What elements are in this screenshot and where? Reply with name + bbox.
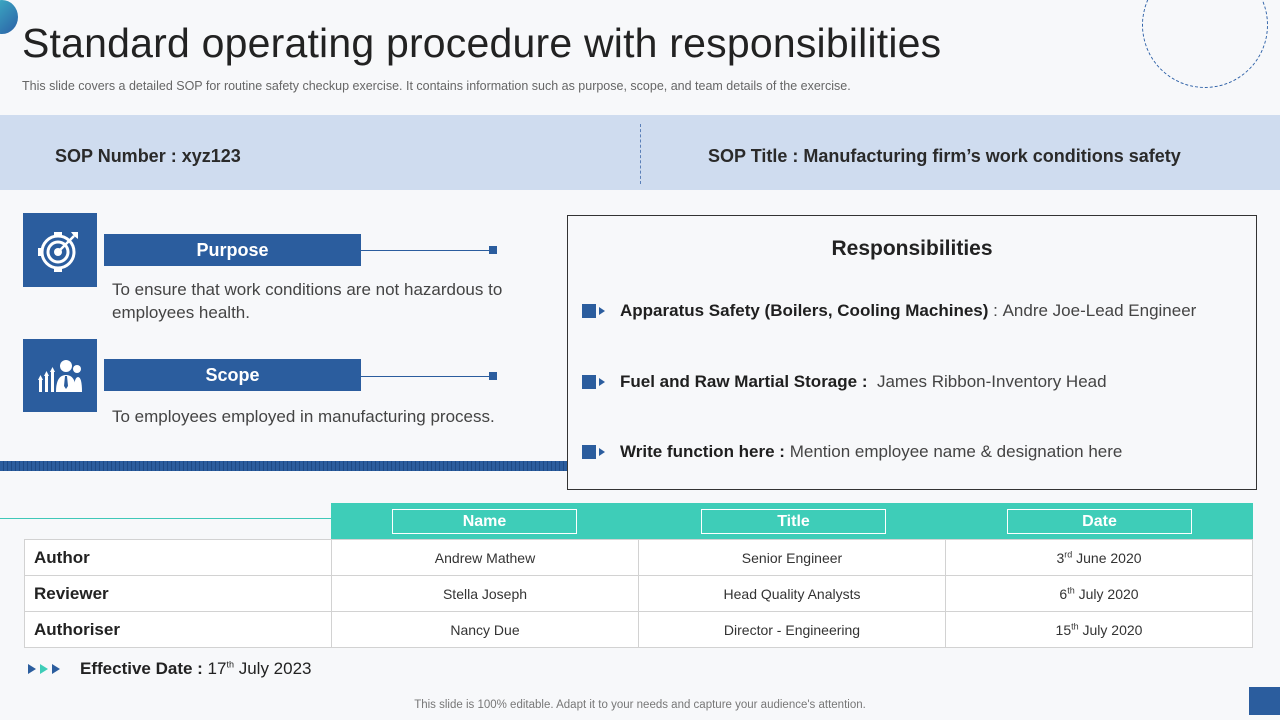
purpose-description: To ensure that work conditions are not h… — [112, 280, 503, 322]
responsibility-separator: : — [988, 301, 1003, 320]
bullet-square-icon — [582, 445, 596, 459]
target-icon — [23, 213, 97, 287]
date-suffix: th — [1071, 620, 1079, 631]
row-role: Authoriser — [24, 611, 332, 648]
cell-date: 15th July 2020 — [945, 611, 1253, 648]
arrow-icon — [52, 664, 60, 674]
corner-decoration-dot — [0, 0, 18, 34]
page-subtitle: This slide covers a detailed SOP for rou… — [22, 79, 851, 93]
responsibility-item: Fuel and Raw Martial Storage : James Rib… — [582, 372, 1107, 392]
bullet-arrow-icon — [599, 307, 605, 315]
responsibility-function: Apparatus Safety (Boilers, Cooling Machi… — [620, 301, 989, 320]
effective-date-suffix: th — [226, 659, 234, 670]
effective-date-label: Effective Date : — [80, 659, 203, 678]
effective-date-rest: July 2023 — [233, 659, 312, 678]
dashed-circle-decoration — [1142, 0, 1268, 88]
date-suffix: rd — [1064, 548, 1073, 559]
cell-title: Director - Engineering — [638, 611, 946, 648]
responsibility-person: James Ribbon-Inventory Head — [876, 372, 1107, 391]
row-role: Author — [24, 539, 332, 576]
sop-title: SOP Title : Manufacturing firm’s work co… — [708, 146, 1181, 166]
approvals-table-header: Name Title Date — [331, 503, 1253, 539]
date-day: 15 — [1055, 621, 1072, 638]
cell-date: 3rd June 2020 — [945, 539, 1253, 576]
team-growth-icon — [23, 339, 97, 412]
approvals-table: Author Andrew Mathew Senior Engineer 3rd… — [24, 539, 1253, 648]
date-rest: July 2020 — [1074, 585, 1139, 602]
footer-note: This slide is 100% editable. Adapt it to… — [414, 699, 866, 711]
cell-name: Andrew Mathew — [331, 539, 639, 576]
page-title: Standard operating procedure with respon… — [22, 20, 942, 66]
responsibility-item: Write function here : Mention employee n… — [582, 442, 1122, 462]
responsibility-function: Fuel and Raw Martial Storage : — [620, 372, 868, 391]
responsibilities-heading: Responsibilities — [831, 237, 993, 260]
bullet-square-icon — [582, 375, 596, 389]
date-day: 3 — [1056, 549, 1065, 566]
scope-connector — [361, 376, 491, 377]
arrow-icon — [40, 664, 48, 674]
cell-title: Head Quality Analysts — [638, 575, 946, 612]
bullet-arrow-icon — [599, 448, 605, 456]
corner-square-decoration — [1249, 687, 1280, 715]
column-header-date: Date — [1007, 509, 1192, 534]
cell-title: Senior Engineer — [638, 539, 946, 576]
table-row: Authoriser Nancy Due Director - Engineer… — [24, 611, 1253, 648]
cell-name: Nancy Due — [331, 611, 639, 648]
purpose-label: Purpose — [104, 234, 361, 266]
bullet-square-icon — [582, 304, 596, 318]
arrow-icon — [28, 664, 36, 674]
cell-date: 6th July 2020 — [945, 575, 1253, 612]
effective-date-day: 17 — [202, 659, 227, 678]
responsibilities-panel: Responsibilities Apparatus Safety (Boile… — [567, 215, 1257, 490]
table-row: Author Andrew Mathew Senior Engineer 3rd… — [24, 539, 1253, 576]
cell-name: Stella Joseph — [331, 575, 639, 612]
scope-label: Scope — [104, 359, 361, 391]
row-role: Reviewer — [24, 575, 332, 612]
purpose-connector — [361, 250, 491, 251]
scope-description: To employees employed in manufacturing p… — [112, 407, 495, 426]
table-row: Reviewer Stella Joseph Head Quality Anal… — [24, 575, 1253, 612]
scope-connector-end — [489, 372, 497, 380]
responsibility-separator — [868, 372, 877, 392]
date-suffix: th — [1067, 584, 1075, 595]
sop-number: SOP Number : xyz123 — [55, 146, 241, 166]
decorative-stripe — [0, 461, 568, 471]
effective-date: Effective Date : 17th July 2023 — [28, 659, 311, 679]
column-header-title: Title — [701, 509, 886, 534]
responsibility-person: Andre Joe-Lead Engineer — [1002, 301, 1197, 320]
responsibility-item: Apparatus Safety (Boilers, Cooling Machi… — [582, 301, 1196, 321]
teal-divider-line — [0, 518, 332, 519]
date-day: 6 — [1059, 585, 1068, 602]
column-header-name: Name — [392, 509, 577, 534]
sop-divider — [640, 124, 641, 184]
responsibility-person: Mention employee name & designation here — [789, 442, 1123, 461]
responsibility-function: Write function here : — [620, 442, 785, 461]
date-rest: June 2020 — [1072, 549, 1142, 566]
bullet-arrow-icon — [599, 378, 605, 386]
date-rest: July 2020 — [1078, 621, 1143, 638]
purpose-connector-end — [489, 246, 497, 254]
